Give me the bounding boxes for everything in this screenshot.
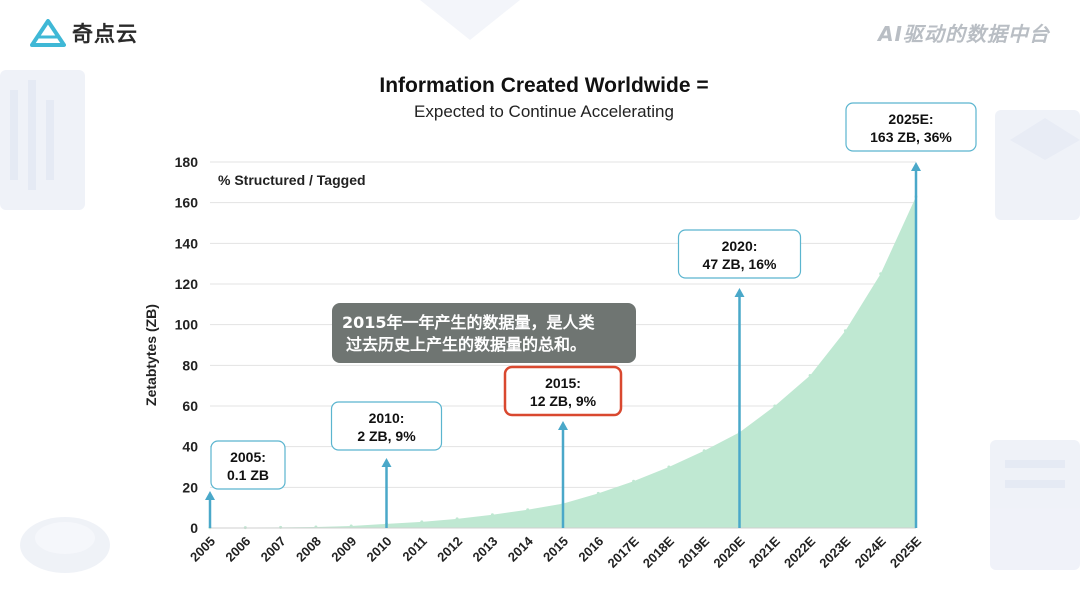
overlay-caption-line-1: 2015年一年产生的数据量，是人类	[342, 313, 595, 332]
x-tick-label: 2012	[434, 534, 465, 565]
y-tick-label: 0	[190, 520, 198, 536]
callout-2005: 2005: 0.1 ZB	[205, 440, 286, 528]
y-tick-label: 120	[175, 276, 199, 292]
y-tick-label: 160	[175, 195, 199, 211]
y-axis-label: Zetabtytes (ZB)	[143, 304, 159, 406]
callout-arrowhead	[558, 421, 568, 430]
x-tick-label: 2006	[222, 534, 253, 565]
callout-value: 163 ZB, 36%	[870, 129, 952, 145]
x-tick-label: 2009	[328, 534, 359, 565]
y-tick-label: 140	[175, 235, 199, 251]
callout-box	[503, 365, 623, 417]
data-point-2023E	[843, 329, 847, 333]
x-tick-label: 2021E	[746, 533, 783, 570]
x-tick-label: 2005	[187, 534, 218, 565]
logo-text: 奇点云	[72, 22, 138, 46]
overlay-caption: 2015年一年产生的数据量，是人类 过去历史上产生的数据量的总和。	[332, 303, 636, 363]
overlay-caption-line-2: 过去历史上产生的数据量的总和。	[346, 335, 587, 354]
data-point-2018E	[667, 465, 671, 469]
x-tick-label: 2016	[575, 534, 606, 565]
x-tick-label: 2017E	[605, 533, 642, 570]
y-tick-label: 40	[182, 439, 198, 455]
x-tick-label: 2019E	[675, 533, 712, 570]
x-tick-label: 2007	[258, 534, 289, 565]
data-point-2019E	[702, 449, 706, 453]
callout-2025e: 2025E: 163 ZB, 36%	[845, 102, 977, 528]
data-point-2014	[526, 508, 530, 512]
x-tick-label: 2010	[364, 534, 395, 565]
chart-subtitle: Expected to Continue Accelerating	[414, 102, 674, 121]
x-tick-label: 2025E	[887, 533, 924, 570]
callout-box	[330, 401, 443, 451]
callout-arrowhead	[205, 491, 215, 500]
data-point-2024E	[879, 272, 883, 276]
data-point-2017E	[632, 479, 636, 483]
brand-tagline: AI驱动的数据中台	[878, 22, 1050, 46]
x-tick-label: 2022E	[781, 533, 818, 570]
callout-value: 2 ZB, 9%	[357, 428, 416, 444]
chart-title: Information Created Worldwide =	[379, 74, 709, 97]
callout-box	[677, 229, 802, 279]
y-tick-label: 180	[175, 154, 199, 170]
callout-year: 2025E:	[888, 111, 933, 127]
callout-value: 47 ZB, 16%	[703, 256, 777, 272]
callout-box	[210, 440, 286, 490]
x-tick-label: 2008	[293, 534, 324, 565]
x-tick-label: 2011	[399, 534, 430, 565]
y-tick-label: 100	[175, 317, 199, 333]
x-tick-label: 2015	[540, 534, 571, 565]
x-tick-label: 2018E	[640, 533, 677, 570]
x-tick-label: 2023E	[816, 533, 853, 570]
y-tick-label: 20	[182, 479, 198, 495]
callout-arrowhead	[381, 458, 392, 467]
data-point-2021E	[773, 404, 777, 408]
x-tick-label: 2013	[469, 534, 500, 565]
callout-2010: 2010: 2 ZB, 9%	[330, 401, 443, 528]
data-point-2009	[349, 524, 353, 528]
callout-value: 0.1 ZB	[227, 467, 269, 483]
callout-2020e: 2020: 47 ZB, 16%	[677, 229, 802, 528]
data-point-2012	[455, 517, 459, 521]
x-tick-label: 2020E	[710, 533, 747, 570]
callout-box	[845, 102, 977, 152]
callout-arrowhead	[911, 162, 921, 171]
x-tick-label: 2024E	[852, 533, 889, 570]
callout-arrowhead	[734, 288, 745, 297]
callout-year: 2005:	[230, 449, 266, 465]
callout-year: 2015:	[545, 375, 581, 391]
callout-2015: 2015: 12 ZB, 9%	[503, 365, 623, 528]
y-tick-label: 80	[182, 357, 198, 373]
data-point-2011	[420, 520, 424, 524]
logo-icon	[30, 19, 66, 47]
data-point-2022E	[808, 374, 812, 377]
data-point-2016	[596, 491, 600, 495]
x-tick-label: 2014	[505, 533, 537, 565]
logo: 奇点云	[30, 18, 138, 48]
structured-tagged-label: % Structured / Tagged	[218, 172, 366, 188]
callout-year: 2010:	[369, 410, 405, 426]
data-point-2013	[490, 513, 494, 517]
callout-year: 2020:	[722, 238, 758, 254]
callout-value: 12 ZB, 9%	[530, 393, 597, 409]
y-tick-label: 60	[182, 398, 198, 414]
